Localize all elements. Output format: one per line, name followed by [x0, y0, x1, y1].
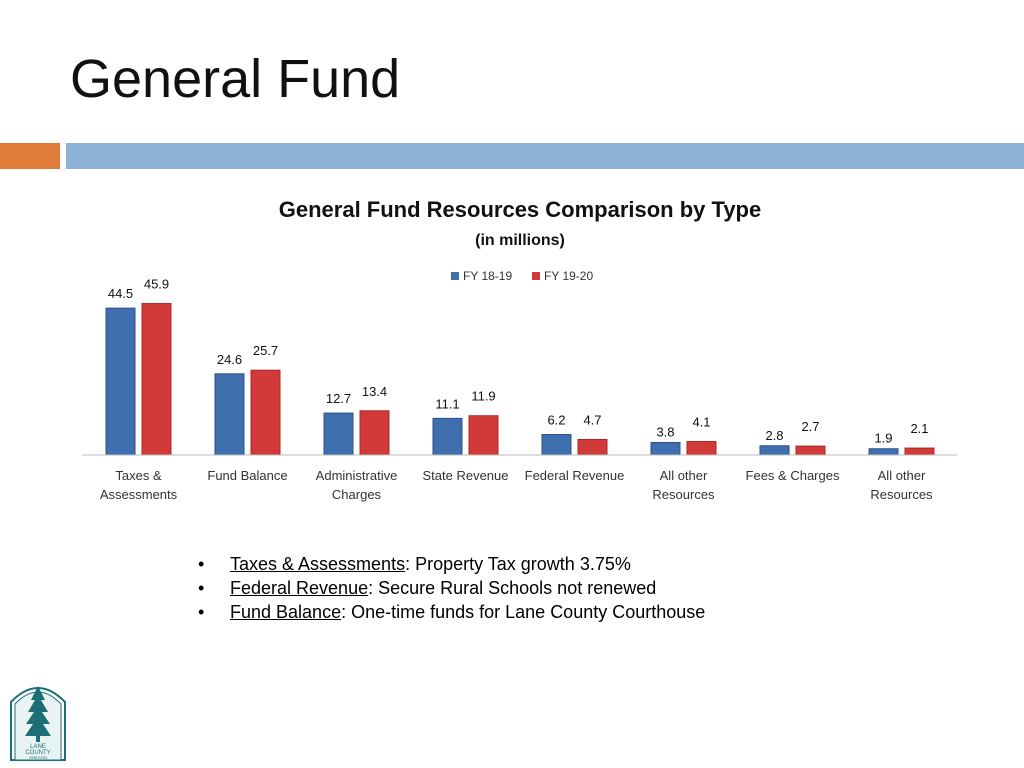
bar — [577, 438, 608, 456]
data-label: 45.9 — [144, 277, 169, 292]
data-label: 2.1 — [910, 421, 928, 436]
note-term: Taxes & Assessments — [230, 554, 406, 574]
data-label: 11.9 — [471, 389, 495, 404]
data-label: 4.7 — [583, 412, 601, 427]
bar — [650, 441, 681, 456]
resources-bar-chart: General Fund Resources Comparison by Typ… — [82, 197, 957, 502]
note-term: Fund Balance — [230, 602, 342, 622]
data-label: 2.7 — [801, 419, 819, 434]
data-label: 13.4 — [362, 384, 387, 399]
data-label: 4.1 — [692, 414, 710, 429]
bar — [904, 447, 935, 456]
logo-text: LANE — [30, 744, 46, 750]
x-tick-label: All other Resources — [870, 468, 933, 502]
legend-swatch — [451, 272, 459, 280]
note-taxes: • Taxes & Assessments: Property Tax grow… — [196, 552, 836, 576]
bar — [214, 373, 245, 456]
bar — [868, 448, 899, 456]
note-fund-balance: • Fund Balance: One-time funds for Lane … — [196, 600, 836, 624]
x-tick-label: State Revenue — [422, 468, 508, 483]
legend-label: FY 18-19 — [463, 269, 512, 283]
bar — [686, 440, 717, 456]
logo-text: OREGON — [29, 755, 47, 760]
accent-band-orange — [0, 143, 60, 169]
data-label: 6.2 — [547, 413, 565, 428]
bar — [105, 307, 136, 456]
bar — [359, 410, 390, 456]
bar — [141, 303, 172, 456]
bar — [323, 412, 354, 456]
note-text: : Secure Rural Schools not renewed — [368, 578, 657, 598]
bar — [795, 445, 826, 456]
bar — [468, 415, 499, 456]
data-label: 25.7 — [253, 343, 278, 358]
data-label: 24.6 — [217, 352, 242, 367]
data-label: 12.7 — [326, 391, 351, 406]
chart-x-labels: Taxes & Assessments Fund Balance Administra… — [100, 468, 933, 502]
logo-text: COUNTY — [25, 750, 50, 756]
x-tick-label: All other Resources — [652, 468, 715, 502]
x-tick-label: Fund Balance — [207, 468, 287, 483]
lane-county-logo: LANE COUNTY OREGON — [10, 686, 66, 761]
bar — [759, 445, 790, 456]
note-text: : One-time funds for Lane County Courtho… — [341, 602, 706, 622]
chart-bars: 44.5 45.9 24.6 25.7 12.7 13.4 11.1 11.9 6.2 4.7 3.… — [105, 277, 935, 456]
note-term: Federal Revenue — [230, 578, 369, 598]
x-tick-label: Administrative Charges — [316, 468, 398, 502]
bar — [250, 369, 281, 456]
data-label: 44.5 — [108, 286, 133, 301]
chart-legend: FY 18-19 FY 19-20 — [451, 269, 593, 283]
data-label: 2.8 — [765, 428, 783, 443]
bullet-dot-icon: • — [198, 602, 205, 622]
bar — [541, 434, 572, 456]
chart-subtitle: (in millions) — [475, 232, 565, 249]
legend-label: FY 19-20 — [544, 269, 593, 283]
bullet-dot-icon: • — [198, 578, 205, 598]
chart-title: General Fund Resources Comparison by Typ… — [279, 197, 762, 222]
accent-band-blue — [66, 143, 1024, 169]
note-federal: • Federal Revenue: Secure Rural Schools … — [196, 576, 836, 600]
slide-title: General Fund — [70, 49, 401, 109]
bar — [432, 417, 463, 456]
x-tick-label: Federal Revenue — [525, 468, 625, 483]
notes-list: • Taxes & Assessments: Property Tax grow… — [196, 552, 836, 624]
data-label: 3.8 — [656, 424, 674, 439]
note-text: : Property Tax growth 3.75% — [405, 554, 631, 574]
x-tick-label: Fees & Charges — [746, 468, 840, 483]
bullet-dot-icon: • — [198, 554, 205, 574]
legend-swatch — [532, 272, 540, 280]
data-label: 11.1 — [435, 396, 459, 411]
data-label: 1.9 — [874, 431, 892, 446]
x-tick-label: Taxes & Assessments — [100, 468, 178, 502]
